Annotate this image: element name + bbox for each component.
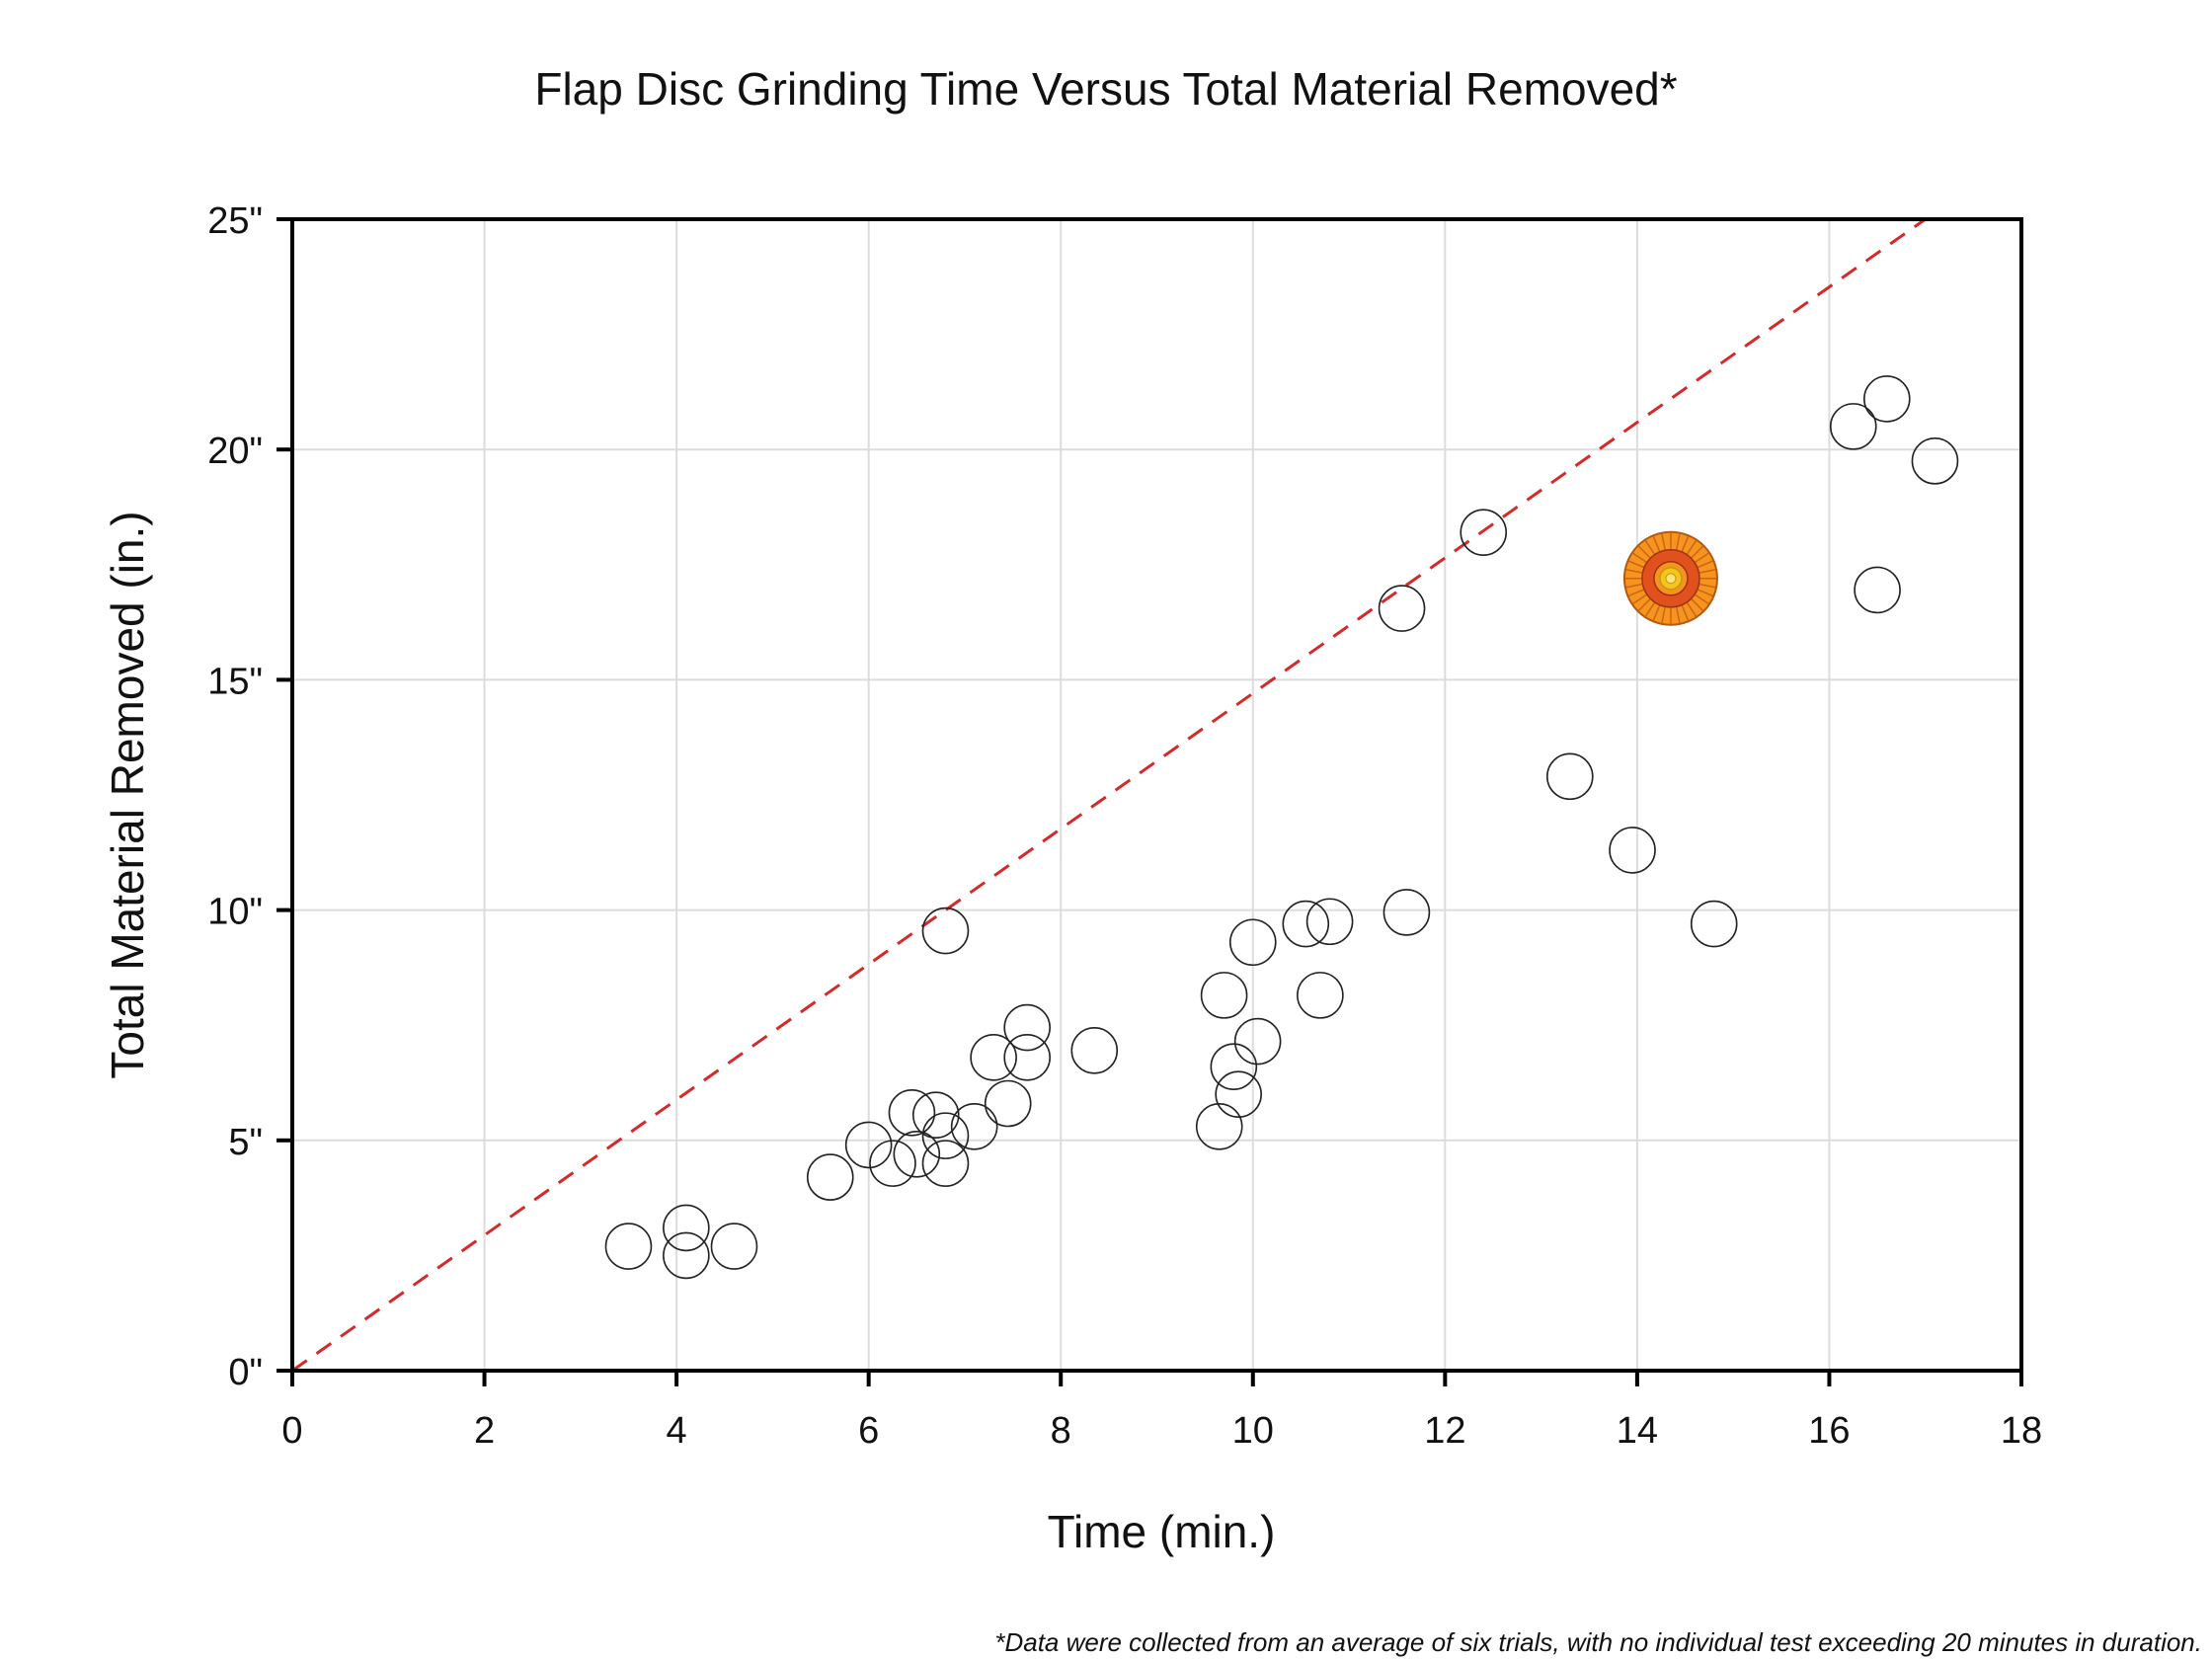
data-point [1690,900,1738,948]
y-tick-label: 20" [207,431,263,472]
y-tick-label: 0" [228,1352,263,1393]
data-point [1378,585,1426,632]
y-axis-title: Total Material Removed (in.) [102,511,153,1078]
x-tick-label: 14 [1617,1410,1658,1452]
data-point [1070,1027,1119,1074]
data-point [950,1103,998,1150]
reference-line-layer [291,217,1927,1373]
data-point [984,1079,1032,1128]
data-point [921,1112,970,1159]
footnote: *Data were collected from an average of … [994,1627,2202,1657]
flap-disc-icon [1622,530,1718,626]
data-point [844,1121,893,1169]
data-point [1003,1034,1051,1081]
x-tick-label: 8 [1051,1410,1071,1452]
y-tick-label: 25" [207,200,263,242]
y-tick-label: 10" [207,892,263,933]
x-tick-label: 18 [2001,1410,2042,1452]
x-axis-ticks: 0 2 4 6 8 10 12 14 16 18 [281,1371,2042,1452]
data-point [663,1204,710,1252]
data-point [710,1223,758,1270]
data-point [1545,752,1594,801]
x-tick-label: 10 [1232,1410,1274,1452]
reference-line [291,217,1927,1373]
data-point [1382,889,1431,936]
data-point [1863,375,1911,423]
plot-frame [290,217,2023,1373]
data-point [1297,972,1344,1019]
data-point [888,1089,936,1137]
x-axis-title: Time (min.) [1048,1506,1276,1557]
y-tick-label: 15" [207,661,263,702]
grid-lines [291,218,2022,1372]
data-point [1609,827,1656,874]
data-point [1305,898,1354,946]
data-points [604,375,1959,1280]
x-tick-label: 2 [474,1410,495,1452]
data-point [1233,1017,1282,1066]
x-tick-label: 16 [1808,1410,1850,1452]
data-point [970,1034,1017,1081]
data-point [1003,1003,1051,1052]
x-tick-label: 0 [281,1410,302,1452]
x-tick-label: 6 [858,1410,879,1452]
data-point [1210,1043,1258,1090]
data-point [1215,1070,1262,1118]
disc-arbor [1665,573,1677,585]
data-point [663,1231,710,1280]
data-point [1228,918,1277,967]
data-point [806,1153,854,1201]
data-point [1282,900,1330,948]
data-point [893,1130,941,1178]
data-point [1460,509,1508,556]
data-point [1829,403,1877,450]
x-tick-label: 12 [1424,1410,1465,1452]
y-axis-ticks: 0" 5" 10" 15" 20" 25" [207,200,292,1393]
data-point [911,1091,960,1139]
chart-title: Flap Disc Grinding Time Versus Total Mat… [534,63,1677,115]
data-point [921,907,970,955]
data-point [869,1140,916,1187]
data-point [1195,1103,1243,1150]
data-point [921,1140,970,1187]
data-point [1911,437,1959,485]
x-tick-label: 4 [667,1410,687,1452]
data-point [1200,972,1248,1019]
data-point [1854,566,1901,614]
data-point [604,1223,653,1270]
y-tick-label: 5" [228,1122,263,1163]
